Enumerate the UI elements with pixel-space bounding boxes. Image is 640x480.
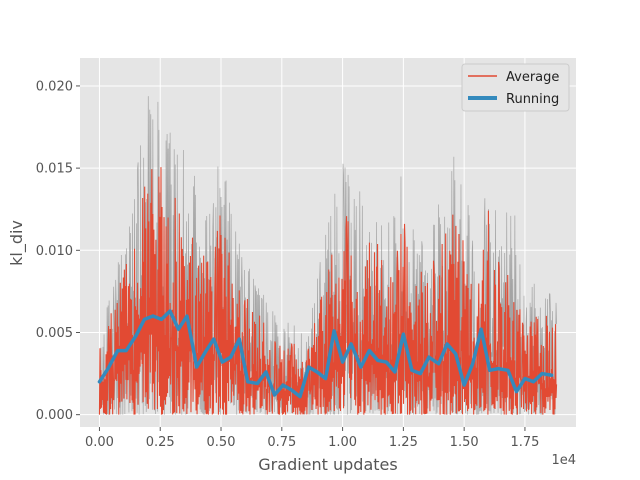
y-axis-ticks: 0.000 0.005 0.010 0.015 0.020 (36, 79, 80, 423)
x-tick-label: 0.00 (85, 435, 114, 450)
y-tick-label: 0.005 (36, 326, 73, 341)
legend-running-label: Running (506, 92, 559, 107)
x-tick-label: 1.75 (510, 435, 539, 450)
raw-series (99, 96, 557, 415)
y-tick-label: 0.010 (36, 244, 73, 259)
running-line (97, 309, 554, 399)
y-axis-label: kl_div (7, 220, 27, 266)
running-series (97, 309, 554, 399)
x-tick-label: 1.00 (328, 435, 357, 450)
x-axis-label: Gradient updates (258, 455, 397, 474)
x-tick-label: 0.50 (207, 435, 236, 450)
legend: Average Running (461, 63, 570, 112)
y-tick-label: 0.020 (36, 79, 73, 94)
raw-line (99, 96, 557, 415)
legend-average-label: Average (506, 70, 559, 85)
x-tick-label: 1.25 (389, 435, 418, 450)
x-tick-label: 0.25 (146, 435, 175, 450)
x-axis-offset-text: 1e4 (551, 453, 576, 468)
x-tick-label: 0.75 (267, 435, 296, 450)
x-axis-ticks: 0.00 0.25 0.50 0.75 1.00 1.25 1.50 1.75 (85, 427, 539, 450)
y-tick-label: 0.000 (36, 408, 73, 423)
y-tick-label: 0.015 (36, 162, 73, 177)
x-tick-label: 1.50 (450, 435, 479, 450)
